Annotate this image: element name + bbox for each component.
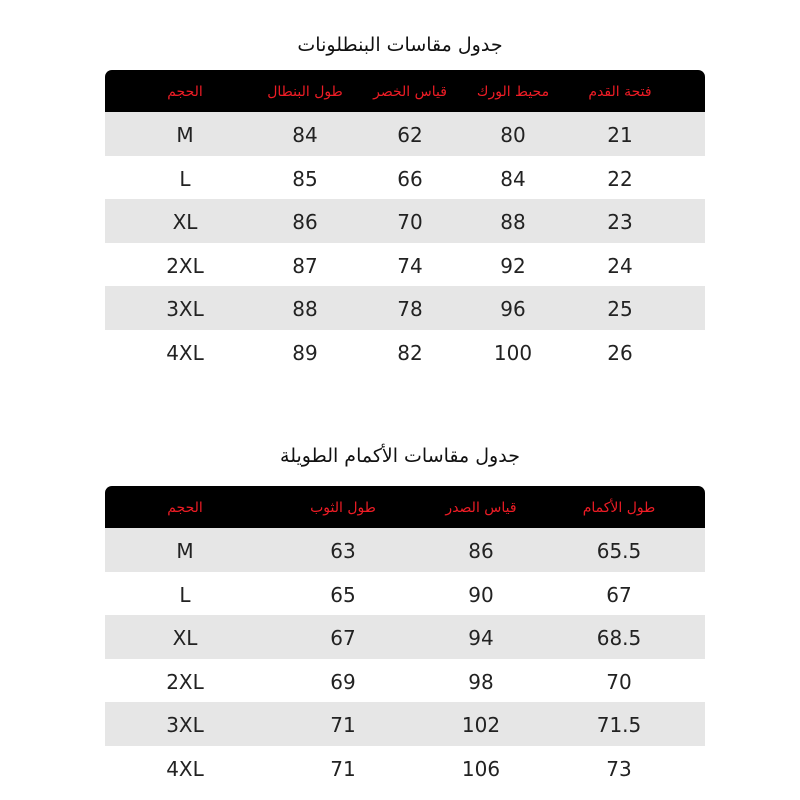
table-cell: M xyxy=(176,123,194,147)
table-cell: 94 xyxy=(468,626,494,650)
column-header: طول الأكمام xyxy=(582,500,656,516)
table-cell: 89 xyxy=(292,340,318,365)
table-row: 4XL 89 82 100 26 xyxy=(105,330,705,374)
table-cell: 3XL xyxy=(166,297,204,321)
table-row: L 85 66 84 22 xyxy=(105,156,705,200)
table-cell: 65 xyxy=(330,582,356,607)
table-cell: L xyxy=(179,582,191,607)
pants-size-table: الحجم طول البنطال قياس الخصر محيط الورك فتحة… xyxy=(105,70,705,373)
table-cell: M xyxy=(176,539,194,563)
column-header: قياس الخصر xyxy=(373,84,447,100)
column-header: محيط الورك xyxy=(476,84,550,100)
column-header: الحجم xyxy=(167,500,203,516)
table-cell: 100 xyxy=(493,340,533,365)
table-cell: XL xyxy=(172,210,198,234)
pants-table-title: جدول مقاسات البنطلونات xyxy=(297,34,503,56)
table-row: M 84 62 80 21 xyxy=(105,112,705,156)
table-cell: 88 xyxy=(292,297,318,321)
table-header: الحجم طول البنطال قياس الخصر محيط الورك فتحة… xyxy=(105,70,705,112)
table-header: الحجم طول الثوب قياس الصدر طول الأكمام xyxy=(105,486,705,528)
table-cell: 67 xyxy=(606,582,632,607)
table-cell: 22 xyxy=(607,166,633,191)
table-cell: 4XL xyxy=(166,340,204,365)
table-cell: 82 xyxy=(397,340,423,365)
table-row: L 65 90 67 xyxy=(105,572,705,616)
table-row: 2XL 87 74 92 24 xyxy=(105,243,705,287)
table-cell: 21 xyxy=(607,123,633,147)
table-cell: 70 xyxy=(606,669,632,694)
column-header: طول الثوب xyxy=(310,500,376,516)
table-cell: 26 xyxy=(607,340,633,365)
table-row: 4XL 71 106 73 xyxy=(105,746,705,790)
table-cell: 84 xyxy=(292,123,318,147)
table-row: XL 86 70 88 23 xyxy=(105,199,705,243)
table-cell: 63 xyxy=(330,539,356,563)
table-cell: 66 xyxy=(397,166,423,191)
table-cell: 86 xyxy=(292,210,318,234)
table-cell: L xyxy=(179,166,191,191)
table-cell: 73 xyxy=(606,756,632,781)
table-cell: 98 xyxy=(468,669,494,694)
table-cell: XL xyxy=(172,626,198,650)
table-cell: 68.5 xyxy=(596,626,642,650)
table-cell: 102 xyxy=(461,713,501,737)
table-cell: 2XL xyxy=(166,253,204,278)
table-cell: 4XL xyxy=(166,756,204,781)
table-cell: 90 xyxy=(468,582,494,607)
table-cell: 84 xyxy=(500,166,526,191)
table-cell: 71 xyxy=(330,756,356,781)
table-cell: 80 xyxy=(500,123,526,147)
table-cell: 92 xyxy=(500,253,526,278)
sleeves-size-table: الحجم طول الثوب قياس الصدر طول الأكمام M 63 86… xyxy=(105,486,705,789)
column-header: الحجم xyxy=(167,84,203,100)
table-cell: 71.5 xyxy=(596,713,642,737)
table-cell: 86 xyxy=(468,539,494,563)
table-row: 2XL 69 98 70 xyxy=(105,659,705,703)
table-row: M 63 86 65.5 xyxy=(105,528,705,572)
column-header: فتحة القدم xyxy=(588,84,652,100)
table-cell: 2XL xyxy=(166,669,204,694)
table-cell: 24 xyxy=(607,253,633,278)
table-cell: 71 xyxy=(330,713,356,737)
column-header: طول البنطال xyxy=(267,84,343,100)
table-cell: 87 xyxy=(292,253,318,278)
table-cell: 96 xyxy=(500,297,526,321)
table-cell: 78 xyxy=(397,297,423,321)
table-cell: 85 xyxy=(292,166,318,191)
table-cell: 23 xyxy=(607,210,633,234)
table-cell: 70 xyxy=(397,210,423,234)
column-header: قياس الصدر xyxy=(445,500,517,516)
table-cell: 67 xyxy=(330,626,356,650)
table-row: 3XL 88 78 96 25 xyxy=(105,286,705,330)
table-cell: 25 xyxy=(607,297,633,321)
table-cell: 65.5 xyxy=(596,539,642,563)
table-cell: 62 xyxy=(397,123,423,147)
table-cell: 3XL xyxy=(166,713,204,737)
table-row: 3XL 71 102 71.5 xyxy=(105,702,705,746)
table-cell: 106 xyxy=(461,756,501,781)
table-cell: 88 xyxy=(500,210,526,234)
table-cell: 74 xyxy=(397,253,423,278)
sleeves-table-title: جدول مقاسات الأكمام الطويلة xyxy=(280,445,520,467)
table-cell: 69 xyxy=(330,669,356,694)
table-row: XL 67 94 68.5 xyxy=(105,615,705,659)
